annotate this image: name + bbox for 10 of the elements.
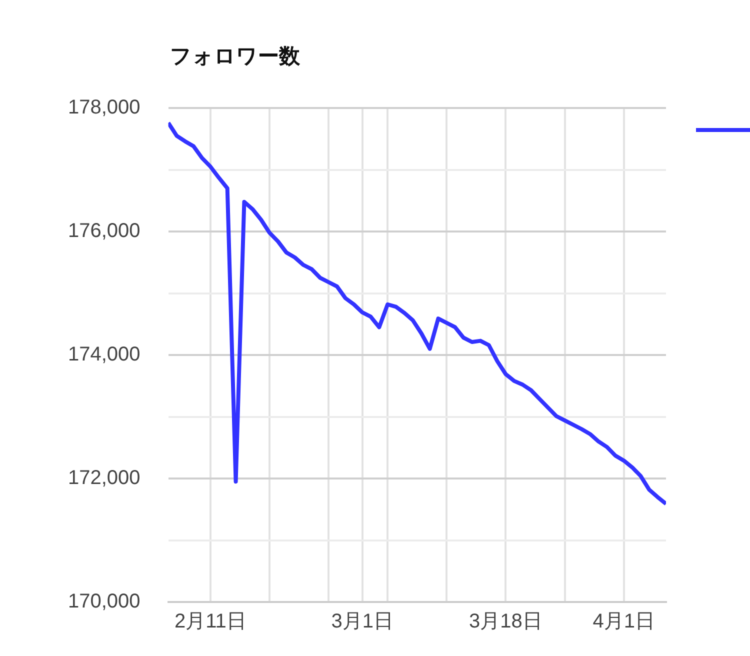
chart-title: フォロワー数: [170, 43, 300, 70]
x-tick-label: 3月1日: [331, 610, 394, 633]
x-tick-label: 2月11日: [174, 610, 246, 633]
y-tick-label: 176,000: [68, 220, 140, 242]
y-tick-label: 172,000: [68, 467, 140, 490]
y-tick-label: 178,000: [68, 96, 140, 119]
y-tick-label: 174,000: [68, 344, 140, 366]
x-tick-label: 3月18日: [469, 610, 542, 633]
x-tick-label: 4月1日: [592, 610, 655, 633]
y-tick-label: 170,000: [68, 590, 140, 613]
